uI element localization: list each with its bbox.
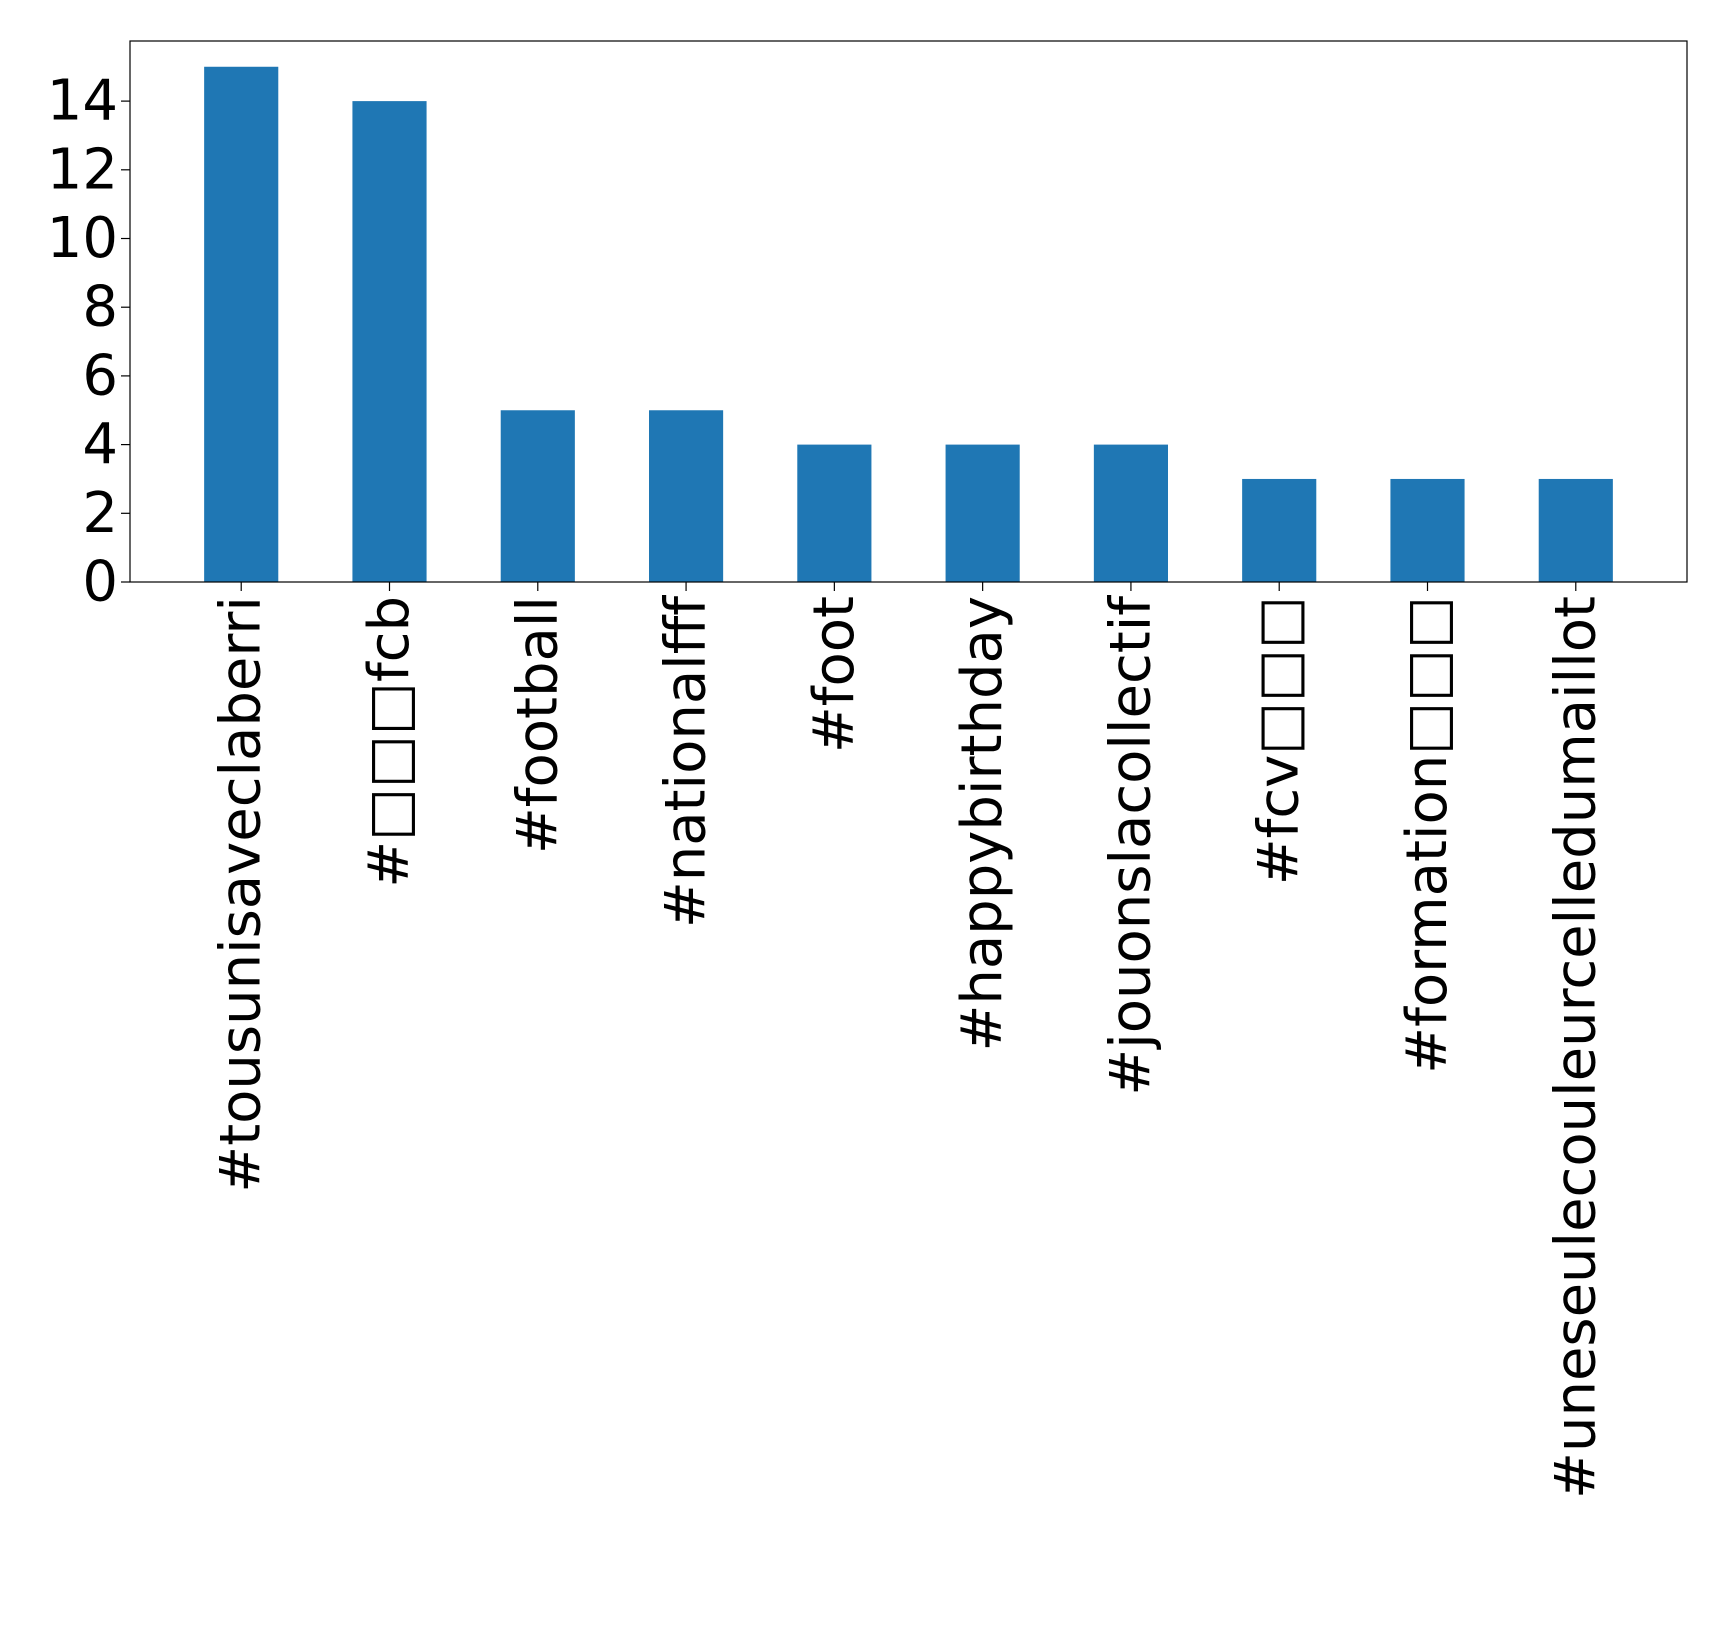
x-tick-label: #happybirthday xyxy=(950,596,1015,1052)
y-tick-label: 12 xyxy=(47,137,118,202)
x-tick-label: #foot xyxy=(802,596,867,753)
x-axis: #tousunisaveclaberri #□□□fcb #football #nat… xyxy=(209,582,1608,1499)
bar-10 xyxy=(1538,478,1613,582)
bars-layer xyxy=(204,66,1613,582)
x-tick-label: #football xyxy=(505,596,570,854)
bar-9 xyxy=(1390,478,1465,582)
x-tick-label: #tousunisaveclaberri xyxy=(209,596,274,1193)
plot-frame xyxy=(129,40,1688,583)
x-tick-label: #fcv□□□ xyxy=(1247,596,1312,885)
y-tick-label: 0 xyxy=(82,550,118,615)
bar-1 xyxy=(204,66,279,582)
x-tick-label: #jouonslacollectif xyxy=(1098,595,1163,1096)
y-tick-label: 4 xyxy=(82,412,118,477)
y-tick-label: 6 xyxy=(82,343,118,408)
bar-5 xyxy=(797,444,872,582)
bar-3 xyxy=(500,410,575,582)
bar-2 xyxy=(352,101,427,582)
bar-6 xyxy=(945,444,1020,582)
x-tick-label: #□□□fcb xyxy=(357,596,422,888)
bar-8 xyxy=(1242,478,1317,582)
bar-7 xyxy=(1093,444,1168,582)
y-tick-label: 8 xyxy=(82,275,118,340)
x-tick-label: #formation□□□ xyxy=(1395,596,1460,1074)
y-tick-label: 2 xyxy=(82,481,118,546)
y-tick-label: 14 xyxy=(47,69,118,134)
bar-4 xyxy=(649,410,724,582)
y-tick-label: 10 xyxy=(47,206,118,271)
x-tick-label: #nationalfff xyxy=(654,595,719,928)
x-tick-label: #uneseulecouleurcelledumaillot xyxy=(1543,596,1608,1499)
